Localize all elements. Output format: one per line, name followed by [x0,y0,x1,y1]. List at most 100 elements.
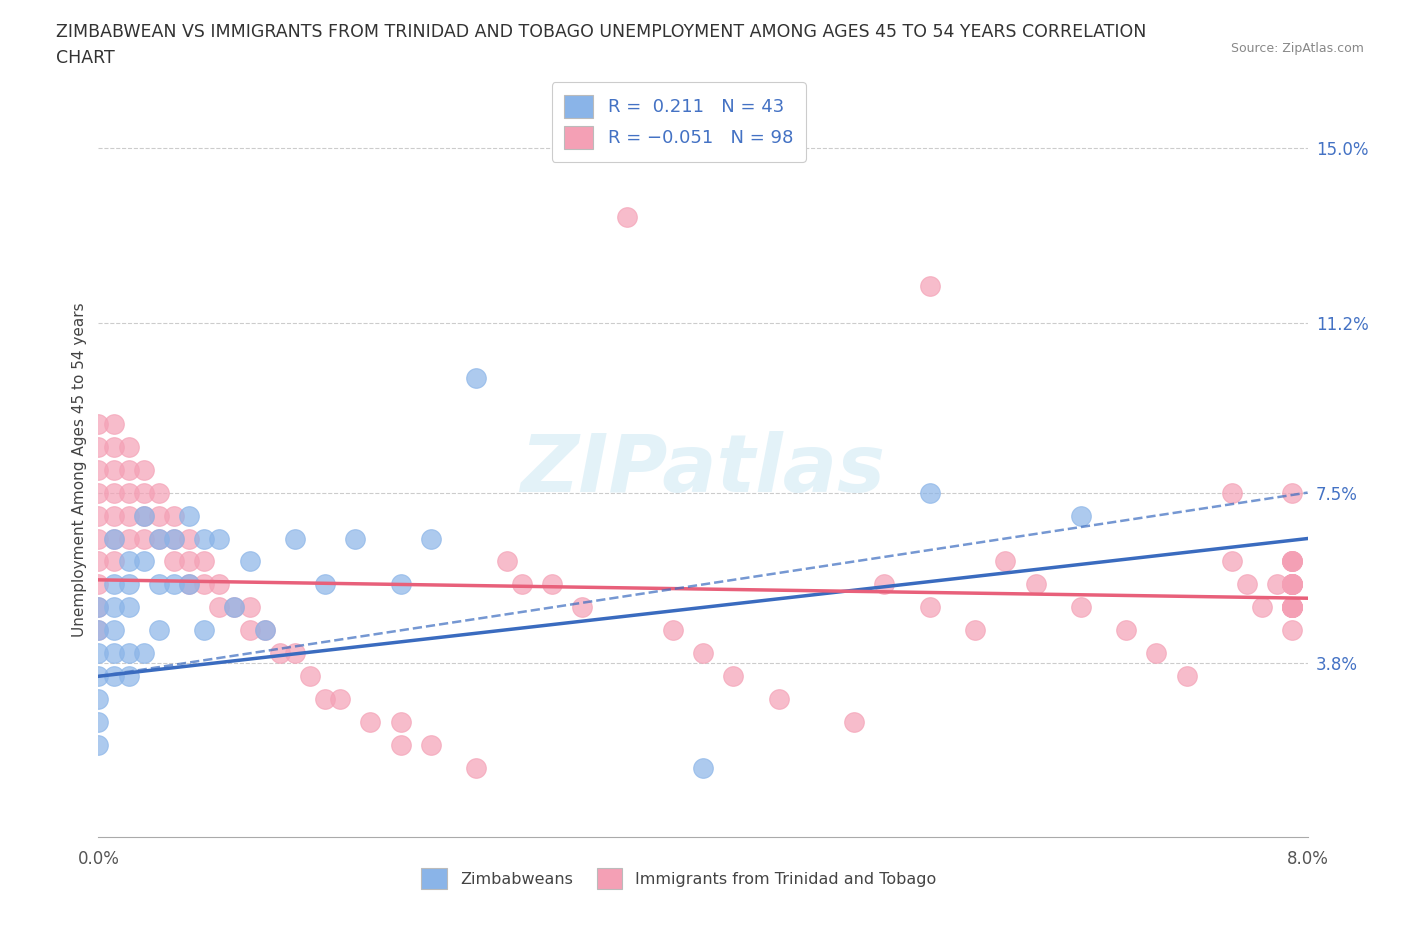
Point [103,669,125,684]
Point [1236,577,1258,591]
Point [132,508,155,523]
Text: CHART: CHART [56,49,115,67]
Point [118,669,141,684]
Point [179,554,201,569]
Point [193,577,215,591]
Point [269,646,291,661]
Point [103,600,125,615]
Point [692,646,714,661]
Point [87,531,110,546]
Point [918,600,941,615]
Y-axis label: Unemployment Among Ages 45 to 54 years: Unemployment Among Ages 45 to 54 years [72,302,87,637]
Point [118,462,141,477]
Point [87,462,110,477]
Point [873,577,896,591]
Point [1281,554,1303,569]
Point [224,600,246,615]
Point [284,531,307,546]
Point [179,577,201,591]
Point [103,531,125,546]
Point [1281,577,1303,591]
Point [1220,485,1243,500]
Point [87,577,110,591]
Point [224,600,246,615]
Point [208,600,231,615]
Point [163,531,186,546]
Point [148,508,170,523]
Point [420,737,443,752]
Point [965,623,987,638]
Point [87,439,110,454]
Point [495,554,517,569]
Point [723,669,745,684]
Point [918,485,941,500]
Point [118,531,141,546]
Point [844,715,866,730]
Point [103,554,125,569]
Point [118,485,141,500]
Point [193,623,215,638]
Point [1220,554,1243,569]
Point [1281,577,1303,591]
Point [1175,669,1198,684]
Point [1281,600,1303,615]
Point [1281,577,1303,591]
Text: Source: ZipAtlas.com: Source: ZipAtlas.com [1230,42,1364,55]
Point [103,577,125,591]
Point [118,508,141,523]
Point [768,692,790,707]
Point [465,761,488,776]
Point [103,508,125,523]
Point [163,577,186,591]
Point [118,439,141,454]
Point [1115,623,1137,638]
Point [284,646,307,661]
Point [148,577,170,591]
Point [692,761,714,776]
Point [208,531,231,546]
Point [1281,600,1303,615]
Point [465,370,488,385]
Point [163,554,186,569]
Point [132,554,155,569]
Point [148,531,170,546]
Point [239,623,262,638]
Point [103,439,125,454]
Point [299,669,322,684]
Point [314,692,336,707]
Point [208,577,231,591]
Point [1281,554,1303,569]
Point [1070,600,1092,615]
Point [239,600,262,615]
Point [132,508,155,523]
Point [103,417,125,432]
Point [1281,485,1303,500]
Point [193,554,215,569]
Point [87,623,110,638]
Point [360,715,382,730]
Point [103,646,125,661]
Point [1281,554,1303,569]
Point [103,623,125,638]
Point [132,531,155,546]
Point [389,577,412,591]
Point [1025,577,1047,591]
Point [389,737,412,752]
Point [179,508,201,523]
Point [118,554,141,569]
Point [1281,577,1303,591]
Point [132,646,155,661]
Point [118,577,141,591]
Point [1281,554,1303,569]
Point [87,417,110,432]
Point [661,623,683,638]
Point [571,600,593,615]
Point [314,577,336,591]
Point [239,554,262,569]
Point [1251,600,1274,615]
Text: ZIPatlas: ZIPatlas [520,431,886,509]
Point [87,600,110,615]
Point [87,554,110,569]
Point [87,623,110,638]
Point [87,600,110,615]
